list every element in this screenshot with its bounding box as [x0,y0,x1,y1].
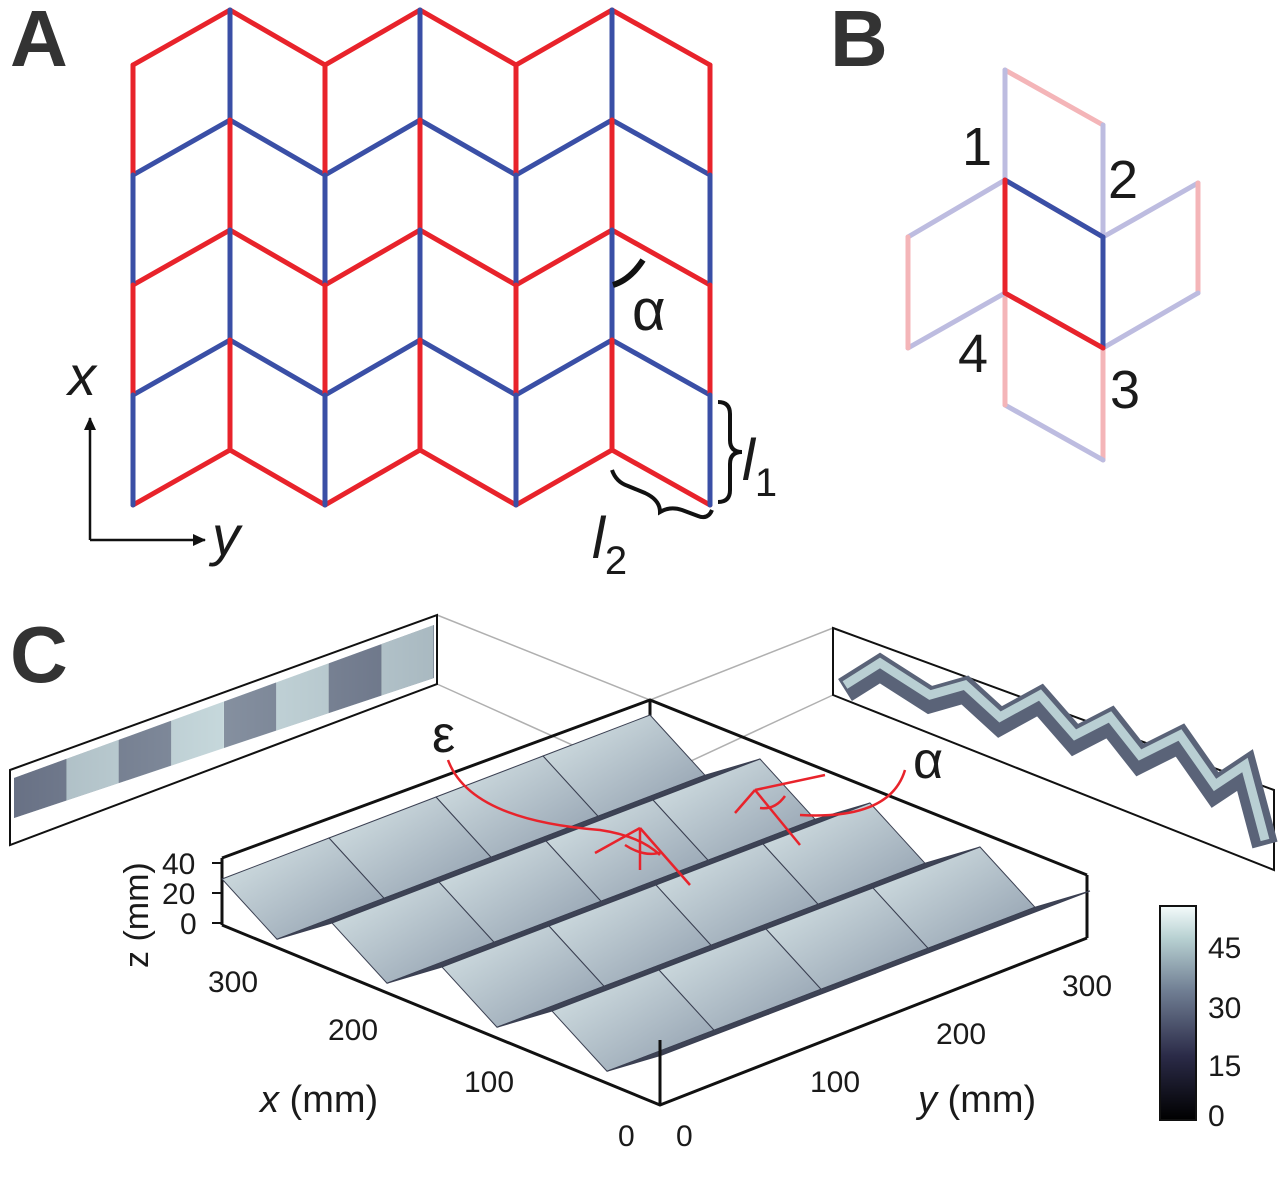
l1-label: l1 [742,428,777,505]
angle-alpha-arc [612,258,646,288]
crease-zigzag-segment [609,7,713,68]
panel-c-letter: C [10,610,68,699]
x-tick-0: 0 [618,1120,635,1153]
x-tick-100: 100 [464,1066,514,1099]
unit-cell-crease [1002,290,1106,351]
left-projection-band [224,682,276,748]
crease-zigzag-segment [130,7,233,68]
crease-zigzag-segment [417,337,519,398]
crease-zigzag-segment [609,337,713,398]
x-axis-label: x [65,344,98,407]
left-projection-band [119,720,171,783]
l2-label: l2 [592,506,627,583]
z-axis: 40 20 0 z (mm) [118,848,222,968]
crease-zigzag-segment [322,117,423,178]
crease-zigzag-segment [609,117,713,178]
x-axis: 300 200 100 0 x (mm) [208,966,635,1153]
unit-cell-neighbor-crease [905,177,1008,240]
colorbar-tick-30: 30 [1208,992,1241,1025]
crease-zigzag-segment [513,447,615,508]
crease-zigzag-segment [227,7,328,68]
vertex-label-4: 4 [958,324,988,384]
l2-brace [610,469,714,520]
epsilon-label: ε [432,706,455,764]
colorbar-gradient [1159,905,1197,1121]
crease-zigzag-segment [227,447,328,508]
panel-b-letter: B [830,0,888,83]
crease-zigzag-segment [417,227,519,288]
vertex-label-2: 2 [1108,150,1138,210]
left-projection-band [66,739,119,801]
y-tick-300: 300 [1062,970,1112,1003]
crease-zigzag-segment [322,7,423,68]
crease-zigzag-segment [227,117,328,178]
crease-zigzag-segment [322,337,423,398]
crease-zigzag-segment [227,227,328,288]
unit-cell-neighbor-crease [905,290,1008,351]
vertex-label-3: 3 [1110,360,1140,420]
colorbar-tick-15: 15 [1208,1050,1241,1083]
crease-zigzag-segment [130,117,233,178]
alpha-label-c: α [913,732,943,790]
colorbar-tick-45: 45 [1208,932,1241,965]
panel-a: A α l1 l2 x y [10,0,777,583]
panel-c: C [9,610,1278,1153]
l1-brace [717,400,743,504]
crease-zigzag-segment [227,337,328,398]
crease-zigzag-segment [417,7,519,68]
surface-plot-front-edges [221,923,1088,1107]
unit-cell-neighbor-crease [1002,67,1106,128]
z-tick-20: 20 [162,878,195,911]
miura-unit-cell [905,67,1201,463]
z-tick-0: 0 [180,908,197,941]
unit-cell-neighbor-crease [1100,290,1201,351]
left-projection-band [171,701,224,766]
y-axis-label-c: y (mm) [915,1079,1036,1121]
x-tick-200: 200 [328,1014,378,1047]
crease-zigzag-segment [130,227,233,288]
crease-zigzag-segment [322,447,423,508]
angle-annotations [446,759,907,886]
left-projection-band [276,663,329,731]
crease-zigzag-segment [322,227,423,288]
crease-zigzag-segment [609,447,713,508]
crease-zigzag-segment [513,7,615,68]
left-side-projection [9,613,438,847]
surface-facet [606,1013,770,1072]
crease-zigzag-segment [513,117,615,178]
angle-alpha-label: α [632,278,666,343]
crease-zigzag-segment [417,447,519,508]
miura-ori-crease-pattern [130,7,713,508]
colorbar: 45 30 15 0 [1159,905,1241,1133]
y-tick-200: 200 [936,1018,986,1051]
unit-cell-crease [1002,177,1106,240]
crease-zigzag-segment [130,447,233,508]
y-tick-0: 0 [676,1120,693,1153]
y-axis-label: y [208,504,243,567]
vertex-label-1: 1 [962,117,992,177]
colorbar-tick-0: 0 [1208,1100,1225,1133]
y-axis: 0 100 200 300 y (mm) [676,970,1112,1153]
unit-cell-neighbor-crease [1002,402,1106,463]
right-side-projection [832,626,1278,872]
x-axis-label-c: x (mm) [258,1079,378,1121]
panel-a-letter: A [10,0,68,83]
folded-surface [221,714,1091,1072]
left-projection-bands [14,625,434,818]
x-tick-300: 300 [208,966,258,999]
y-tick-100: 100 [810,1066,860,1099]
crease-zigzag-segment [609,227,713,288]
panel-b: B 1 2 3 4 [830,0,1201,463]
crease-zigzag-segment [513,227,615,288]
unit-cell-neighbor-crease [1100,180,1201,240]
left-projection-band [14,759,66,818]
left-projection-band [329,644,381,713]
z-axis-label: z (mm) [118,862,156,968]
crease-zigzag-segment [417,117,519,178]
crease-zigzag-segment [513,337,615,398]
left-projection-band [381,625,434,696]
z-tick-40: 40 [162,848,195,881]
crease-zigzag-segment [130,337,233,398]
